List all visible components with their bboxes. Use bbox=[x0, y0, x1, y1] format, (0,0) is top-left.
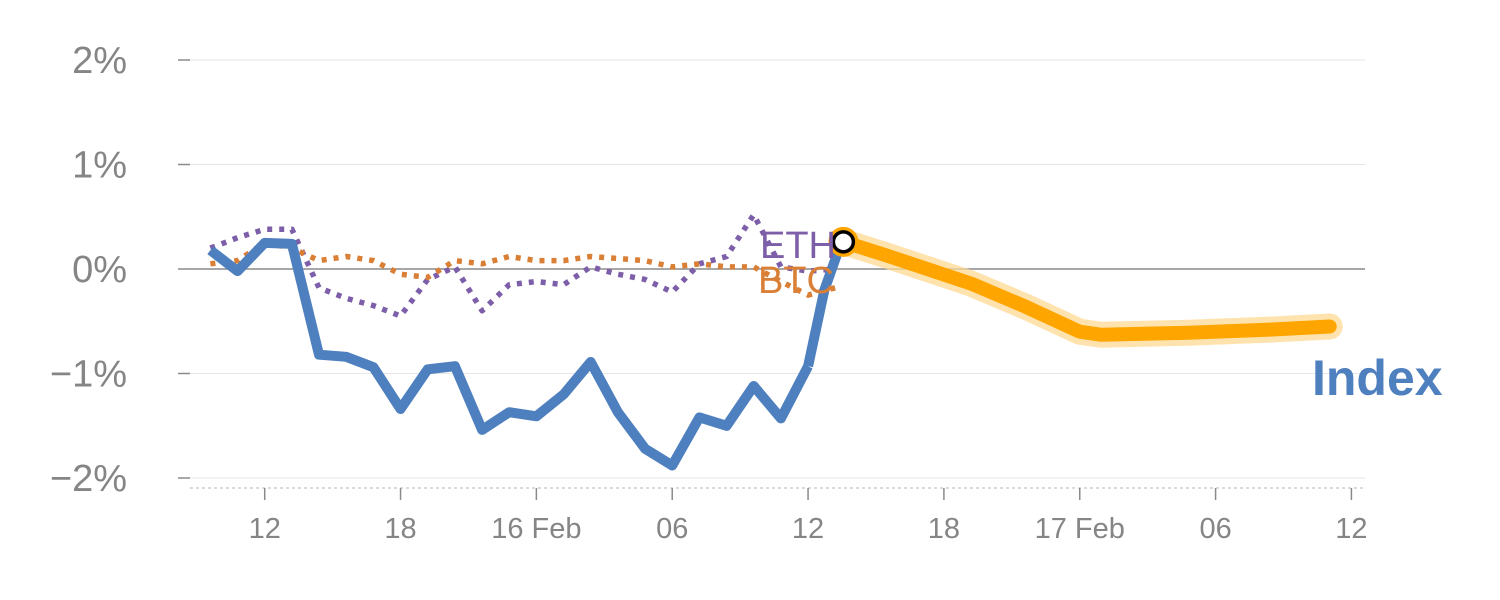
series-index-line bbox=[803, 242, 846, 368]
x-tick-label: 12 bbox=[1335, 513, 1367, 545]
x-tick-label: 17 Feb bbox=[1035, 513, 1125, 545]
axis-layer: 2% 1% 0% −1% −2% 12 18 16 Feb 06 12 18 17 Feb 06 12 bbox=[50, 40, 1368, 545]
x-tick-label: 06 bbox=[656, 513, 688, 545]
series-label-eth: ETH bbox=[760, 225, 836, 267]
series-layer bbox=[207, 211, 1343, 471]
series-index-forecast-halo bbox=[830, 228, 1343, 348]
label-layer: ETH BTC Index bbox=[758, 225, 1443, 406]
y-tick-label: 0% bbox=[72, 249, 127, 291]
x-tick-label: 12 bbox=[792, 513, 824, 545]
x-tick-label: 18 bbox=[928, 513, 960, 545]
x-tick-label: 06 bbox=[1199, 513, 1231, 545]
series-eth-line bbox=[209, 211, 836, 319]
series-label-btc: BTC bbox=[758, 260, 834, 302]
y-tick-label: −1% bbox=[50, 354, 127, 396]
series-label-index: Index bbox=[1312, 350, 1443, 406]
y-tick-label: −2% bbox=[50, 458, 127, 500]
series-index-forecast-line bbox=[836, 234, 1337, 342]
y-tick-label: 2% bbox=[72, 40, 127, 82]
x-tick-label: 16 Feb bbox=[491, 513, 581, 545]
series-btc-line bbox=[210, 240, 836, 298]
x-tick-label: 18 bbox=[384, 513, 416, 545]
current-point-marker bbox=[831, 230, 856, 254]
x-tick-label: 12 bbox=[249, 513, 281, 545]
grid-layer bbox=[190, 59, 1365, 479]
y-tick-label: 1% bbox=[72, 145, 127, 187]
series-index-line bbox=[207, 237, 813, 471]
